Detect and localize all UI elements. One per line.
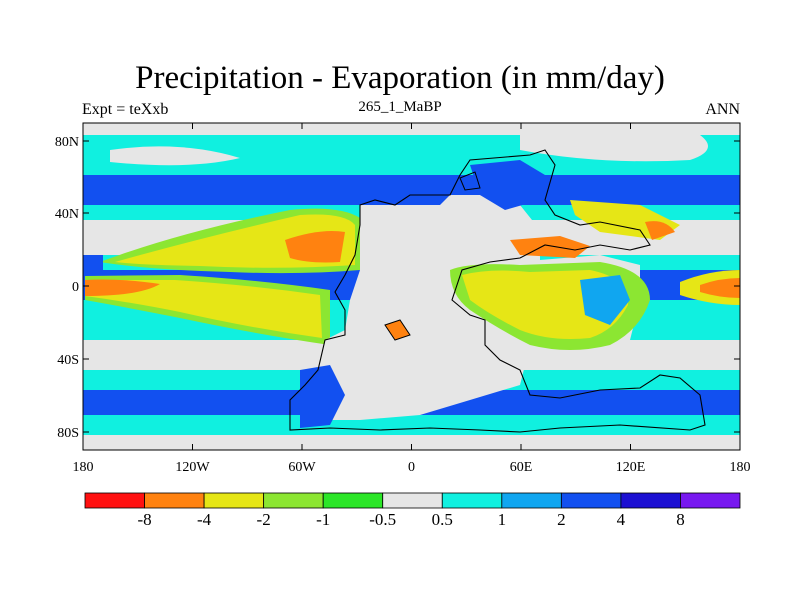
axis-ticks: 80N 40N 0 40S 80S 180 120W 60W 0 60E 120E 180	[55, 123, 751, 475]
season-label: ANN	[705, 101, 740, 118]
map-field	[83, 123, 740, 450]
colorbar-swatch	[263, 492, 324, 509]
pacific-north-dry-max	[285, 231, 345, 263]
colorbar-swatch	[382, 492, 443, 509]
northern-land-outline	[459, 171, 481, 191]
band-antarctic	[83, 435, 740, 450]
lon-tick-label: 180	[73, 460, 94, 475]
colorbar-swatch	[84, 492, 145, 509]
colorbar-label: -0.5	[369, 510, 396, 529]
west-equatorial-wet	[83, 255, 103, 275]
colorbar-swatch	[501, 492, 562, 509]
experiment-label: Expt = teXxb	[82, 101, 169, 118]
lat-tick-label: 80N	[55, 135, 79, 150]
lon-tick-label: 120W	[175, 460, 210, 475]
band-south-polar-cyan	[83, 415, 740, 435]
pacific-south-dry-max	[85, 279, 160, 296]
map-title: Precipitation - Evaporation (in mm/day)	[135, 60, 665, 96]
colorbar-label: -2	[257, 510, 271, 529]
lat-tick-label: 80S	[57, 426, 79, 441]
colorbar-label: 8	[676, 510, 685, 529]
colorbar-label: 1	[498, 510, 507, 529]
colorbar-swatch	[680, 492, 741, 509]
lon-tick-label: 120E	[616, 460, 646, 475]
lon-tick-label: 0	[408, 460, 415, 475]
lon-tick-label: 60E	[510, 460, 533, 475]
colorbar: -8 -4 -2 -1 -0.5 0.5 1 2 4 8	[84, 492, 741, 529]
lat-tick-label: 40S	[57, 353, 79, 368]
colorbar-swatch	[203, 492, 265, 509]
period-label: 265_1_MaBP	[358, 99, 442, 115]
east-equatorial-max	[700, 278, 740, 298]
colorbar-label: -1	[316, 510, 330, 529]
interior-wet-south	[300, 365, 345, 428]
colorbar-label: -8	[137, 510, 151, 529]
colorbar-swatch	[322, 492, 384, 509]
colorbar-swatch	[620, 492, 681, 509]
pacific-south-dry-core	[85, 280, 322, 338]
colorbar-label: -4	[197, 510, 212, 529]
lon-tick-label: 180	[730, 460, 751, 475]
east-tethys-max	[645, 221, 675, 240]
colorbar-swatch	[441, 492, 503, 509]
lat-tick-label: 0	[72, 280, 79, 295]
colorbar-swatch	[144, 492, 205, 509]
continent-outline	[289, 149, 706, 433]
colorbar-label: 0.5	[432, 510, 453, 529]
colorbar-swatch	[560, 492, 622, 509]
north-pacific-grey	[110, 146, 240, 166]
lon-tick-label: 60W	[288, 460, 316, 475]
colorbar-label: 4	[617, 510, 626, 529]
colorbar-label: 2	[557, 510, 566, 529]
interior-wet-north	[470, 160, 545, 210]
lat-tick-label: 40N	[55, 207, 79, 222]
band-north-storm	[83, 175, 740, 205]
inland-sea-outline	[384, 319, 411, 341]
east-coast-wet	[580, 275, 630, 325]
north-atlantic-grey	[520, 135, 708, 162]
